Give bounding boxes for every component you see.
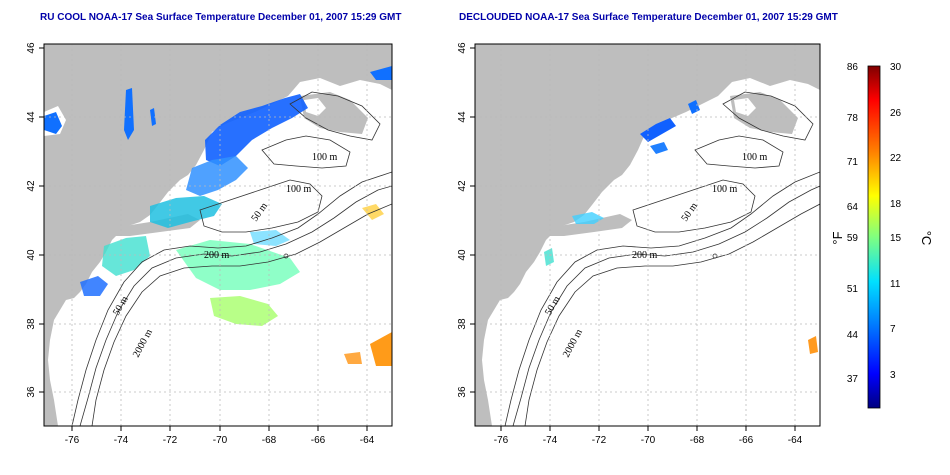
bathymetry-contours	[71, 91, 392, 426]
lat-lon-grid	[44, 44, 392, 426]
x-tick-label: -70	[641, 435, 656, 446]
land-mass	[475, 44, 820, 426]
celsius-tick: 26	[890, 108, 902, 119]
celsius-tick: 7	[890, 324, 896, 335]
y-tick-label: 42	[457, 180, 468, 192]
fahrenheit-tick: 44	[847, 330, 859, 341]
y-tick-label: 38	[457, 318, 468, 330]
celsius-tick: 15	[890, 233, 902, 244]
contour-label: 200 m	[632, 250, 658, 261]
sst-data	[44, 66, 392, 366]
x-tick-label: -66	[311, 435, 326, 446]
fahrenheit-tick: 59	[847, 233, 859, 244]
y-tick-label: 38	[26, 318, 37, 330]
y-tick-label: 40	[457, 249, 468, 261]
fahrenheit-unit-label: °F	[830, 231, 845, 244]
celsius-tick: 11	[890, 279, 901, 290]
contour-label: 100 m	[742, 152, 768, 163]
y-tick-label: 44	[457, 111, 468, 123]
y-tick-label: 36	[26, 386, 37, 398]
x-tick-label: -64	[360, 435, 375, 446]
x-tick-label: -64	[788, 435, 803, 446]
sst-data	[544, 100, 818, 354]
fahrenheit-tick: 71	[847, 157, 859, 168]
celsius-tick: 22	[890, 153, 902, 164]
temperature-colorbar: 86 78 71 64 59 51 44 37 30 26 22 18 15 1…	[830, 62, 934, 409]
x-tick-label: -72	[592, 435, 607, 446]
left-map-title: RU COOL NOAA-17 Sea Surface Temperature …	[40, 12, 402, 23]
celsius-tick: 3	[890, 370, 896, 381]
bathymetry-contours	[504, 91, 820, 426]
y-tick-label: 46	[26, 42, 37, 54]
fahrenheit-tick: 86	[847, 62, 859, 73]
left-map-panel: 100 m 100 m 50 m 200 m 50 m 2000 m -76 -…	[26, 42, 393, 446]
y-tick-label: 42	[26, 180, 37, 192]
land-mass	[44, 44, 392, 426]
y-tick-label: 36	[457, 386, 468, 398]
x-tick-label: -74	[543, 435, 558, 446]
y-tick-label: 44	[26, 111, 37, 123]
fahrenheit-tick: 78	[847, 113, 859, 124]
left-map-frame	[43, 43, 393, 427]
x-tick-label: -76	[494, 435, 509, 446]
celsius-unit-label: °C	[919, 231, 934, 246]
celsius-tick: 18	[890, 199, 902, 210]
x-tick-label: -74	[114, 435, 129, 446]
contour-label: 100 m	[286, 184, 312, 195]
fahrenheit-tick: 51	[847, 284, 859, 295]
x-tick-label: -68	[690, 435, 705, 446]
contour-label: 100 m	[712, 184, 738, 195]
contour-label: 200 m	[204, 250, 230, 261]
x-tick-label: -70	[213, 435, 228, 446]
right-map-title: DECLOUDED NOAA-17 Sea Surface Temperatur…	[459, 12, 838, 23]
fahrenheit-tick: 37	[847, 374, 859, 385]
x-tick-label: -66	[739, 435, 754, 446]
colorbar-gradient	[867, 65, 881, 409]
fahrenheit-tick: 64	[847, 202, 859, 213]
y-tick-label: 40	[26, 249, 37, 261]
x-tick-label: -72	[163, 435, 178, 446]
contour-label: 100 m	[312, 152, 338, 163]
x-tick-label: -76	[65, 435, 80, 446]
right-map-panel: 100 m 100 m 50 m 200 m 50 m 2000 m -76 -…	[457, 42, 821, 446]
x-tick-label: -68	[262, 435, 277, 446]
y-tick-label: 46	[457, 42, 468, 54]
lat-lon-grid	[475, 44, 820, 426]
celsius-tick: 30	[890, 62, 902, 73]
